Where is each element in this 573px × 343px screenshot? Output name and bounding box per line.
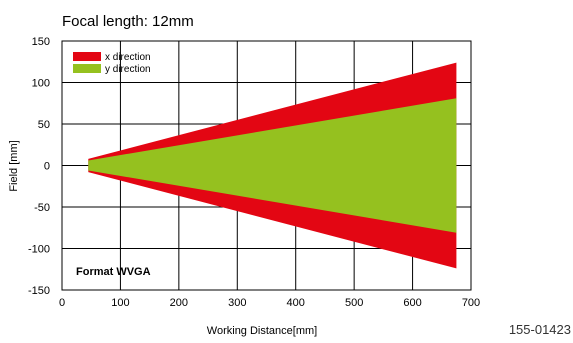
format-annotation: Format WVGA bbox=[76, 266, 151, 278]
plot-frame bbox=[61, 40, 472, 291]
y-tick-label-2: 50 bbox=[38, 119, 50, 131]
x-tick-label-5: 500 bbox=[345, 297, 363, 309]
plot-bands bbox=[88, 62, 457, 269]
y-tick-label-4: -50 bbox=[34, 202, 50, 214]
chart-title: Focal length: 12mm bbox=[62, 13, 194, 30]
x-axis-label: Working Distance[mm] bbox=[207, 325, 317, 337]
y-tick-label-5: -100 bbox=[28, 244, 50, 256]
legend-label-0: x direction bbox=[105, 52, 151, 63]
x-axis-ticks: 0 100 200 300 400 500 600 700 bbox=[59, 297, 480, 309]
x-tick-label-6: 600 bbox=[403, 297, 421, 309]
x-tick-label-1: 100 bbox=[111, 297, 129, 309]
y-tick-label-1: 100 bbox=[32, 78, 50, 90]
x-tick-label-2: 200 bbox=[170, 297, 188, 309]
figure-code: 155-01423 bbox=[509, 322, 571, 337]
x-tick-label-3: 300 bbox=[228, 297, 246, 309]
legend-label-1: y direction bbox=[105, 64, 151, 75]
y-axis-label: Field [mm] bbox=[8, 140, 20, 191]
legend-swatch-0 bbox=[73, 52, 101, 61]
x-tick-label-7: 700 bbox=[462, 297, 480, 309]
x-tick-label-0: 0 bbox=[59, 297, 65, 309]
band-y-direction bbox=[88, 98, 457, 233]
y-axis-ticks: 150 100 50 0 -50 -100 -150 bbox=[28, 36, 50, 297]
y-tick-label-0: 150 bbox=[32, 36, 50, 48]
y-tick-label-6: -150 bbox=[28, 285, 50, 297]
x-tick-label-4: 400 bbox=[287, 297, 305, 309]
y-tick-label-3: 0 bbox=[44, 161, 50, 173]
legend-swatch-1 bbox=[73, 64, 101, 73]
